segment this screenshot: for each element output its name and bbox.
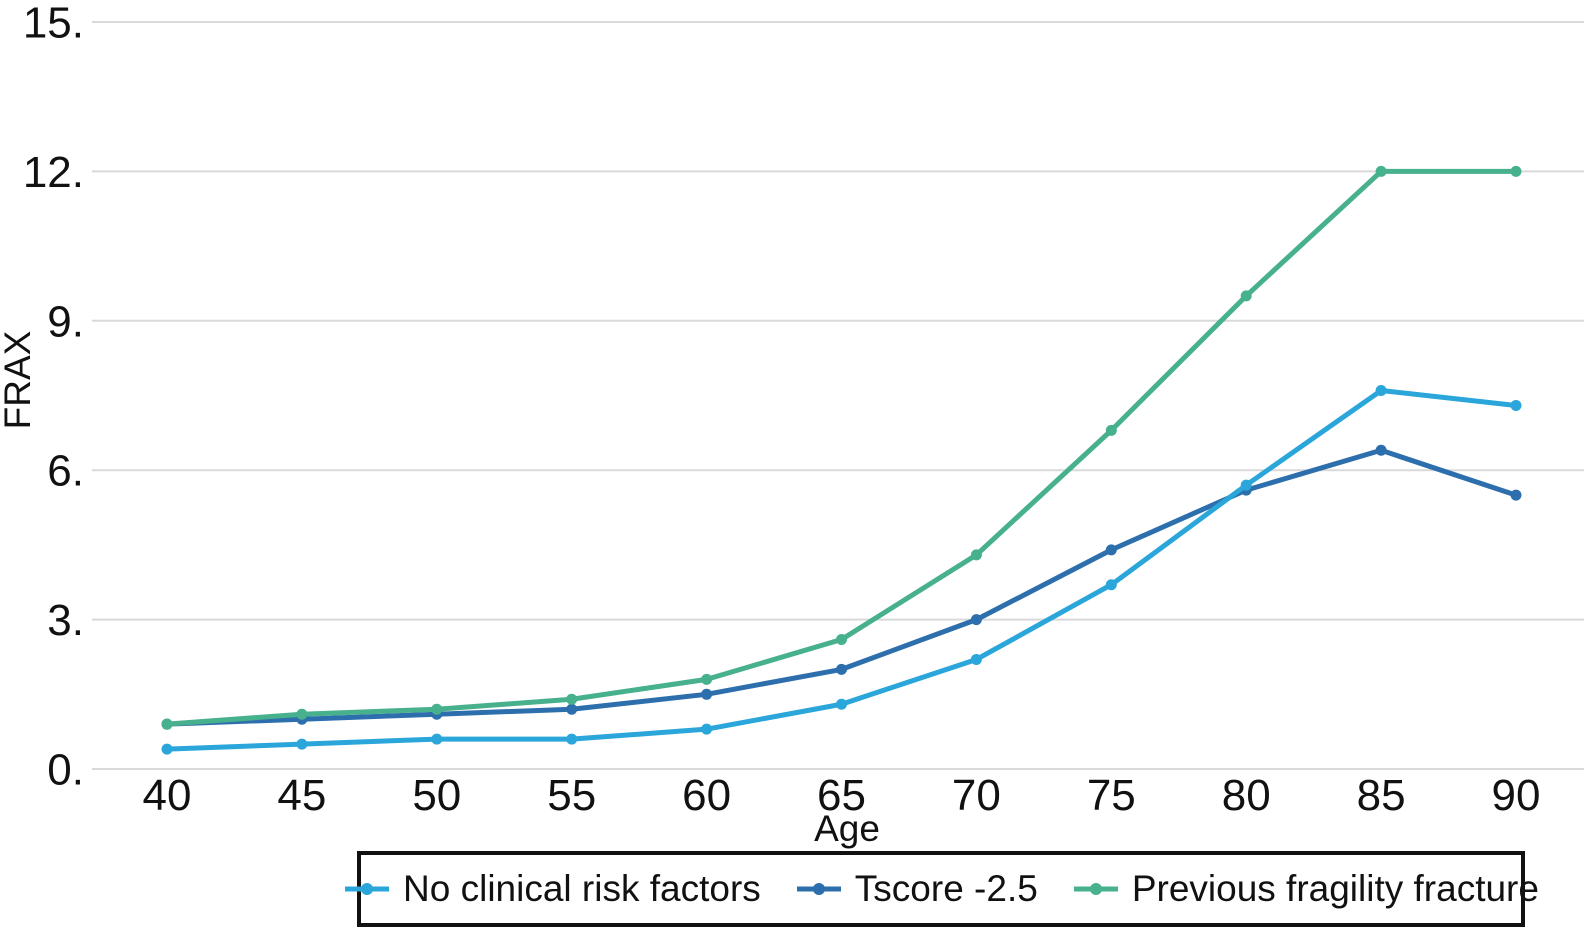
data-point-no-clinical-risk-factors-age-80 <box>1240 479 1252 491</box>
data-point-tscore-2-5-age-70 <box>970 614 982 626</box>
data-point-tscore-2-5-age-75 <box>1105 544 1117 556</box>
x-tick-label: 50 <box>412 771 461 820</box>
data-point-previous-fragility-fracture-age-60 <box>701 673 713 685</box>
x-axis-title: Age <box>814 808 880 849</box>
data-point-no-clinical-risk-factors-age-50 <box>431 733 443 745</box>
data-point-tscore-2-5-age-60 <box>701 688 713 700</box>
data-point-previous-fragility-fracture-age-55 <box>566 693 578 705</box>
y-tick-label: 15. <box>23 0 84 48</box>
data-point-previous-fragility-fracture-age-40 <box>161 718 173 730</box>
data-point-previous-fragility-fracture-age-50 <box>431 703 443 715</box>
data-point-tscore-2-5-age-55 <box>566 703 578 715</box>
data-point-tscore-2-5-age-85 <box>1375 444 1387 456</box>
y-tick-label: 3. <box>47 596 84 645</box>
data-point-no-clinical-risk-factors-age-75 <box>1105 579 1117 591</box>
data-point-previous-fragility-fracture-age-90 <box>1510 165 1522 177</box>
x-tick-label: 65 <box>817 771 866 820</box>
y-tick-label: 9. <box>47 297 84 346</box>
data-point-no-clinical-risk-factors-age-90 <box>1510 399 1522 411</box>
legend-item-no-clinical-risk-factors: No clinical risk factors <box>343 868 761 910</box>
x-tick-label: 45 <box>277 771 326 820</box>
data-point-previous-fragility-fracture-age-75 <box>1105 424 1117 436</box>
data-point-tscore-2-5-age-65 <box>836 663 847 675</box>
data-point-no-clinical-risk-factors-age-55 <box>566 733 578 745</box>
x-tick-label: 90 <box>1492 771 1541 820</box>
data-point-no-clinical-risk-factors-age-70 <box>970 653 982 665</box>
data-point-previous-fragility-fracture-age-45 <box>296 708 308 720</box>
data-point-previous-fragility-fracture-age-65 <box>836 634 847 646</box>
legend-label: No clinical risk factors <box>403 868 761 909</box>
x-tick-label: 85 <box>1357 771 1406 820</box>
y-axis-title: FRAX <box>0 331 38 430</box>
data-point-no-clinical-risk-factors-age-45 <box>296 738 308 750</box>
x-tick-label: 60 <box>682 771 731 820</box>
data-point-no-clinical-risk-factors-age-85 <box>1375 385 1387 397</box>
x-tick-label: 75 <box>1087 771 1136 820</box>
legend-item-previous-fragility-fracture: Previous fragility fracture <box>1072 868 1539 910</box>
legend-line-dot-marker-previous-fragility-fracture <box>1073 883 1118 895</box>
legend-label: Previous fragility fracture <box>1131 868 1539 909</box>
data-point-no-clinical-risk-factors-age-65 <box>836 698 847 710</box>
x-tick-label: 55 <box>547 771 596 820</box>
data-point-previous-fragility-fracture-age-80 <box>1240 290 1252 302</box>
legend-label: Tscore -2.5 <box>854 868 1038 909</box>
x-tick-label: 70 <box>952 771 1001 820</box>
legend-item-tscore-2-5: Tscore -2.5 <box>795 868 1038 910</box>
series-line-tscore-2-5 <box>164 447 1519 727</box>
data-point-no-clinical-risk-factors-age-40 <box>161 743 173 755</box>
legend-line-dot-marker-tscore-2-5 <box>796 883 841 895</box>
y-tick-label: 12. <box>23 148 84 197</box>
x-tick-label: 40 <box>143 771 192 820</box>
y-tick-label: 0. <box>47 746 84 795</box>
y-tick-label: 6. <box>47 447 84 496</box>
data-point-previous-fragility-fracture-age-70 <box>970 549 982 561</box>
x-tick-label: 80 <box>1222 771 1271 820</box>
series-line-no-clinical-risk-factors <box>164 388 1519 752</box>
data-point-no-clinical-risk-factors-age-60 <box>701 723 713 735</box>
legend-line-dot-marker-no-clinical-risk-factors <box>345 883 390 895</box>
data-point-tscore-2-5-age-90 <box>1510 489 1522 501</box>
chart-legend: No clinical risk factors Tscore -2.5 Previ… <box>345 851 1539 927</box>
data-point-previous-fragility-fracture-age-85 <box>1375 165 1387 177</box>
